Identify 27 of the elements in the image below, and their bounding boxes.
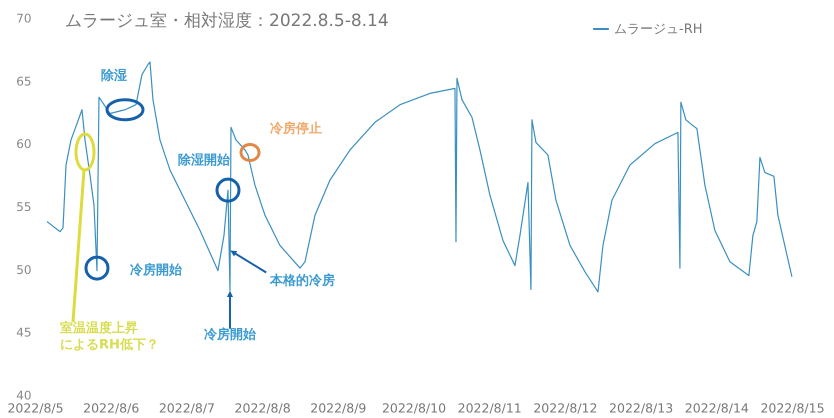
- x-tick-label: 2022/8/15: [760, 400, 825, 416]
- legend-label: ムラージュ-RH: [614, 22, 702, 37]
- x-tick-label: 2022/8/9: [310, 400, 366, 416]
- y-tick-label: 65: [16, 74, 32, 88]
- annotation: 室温温度上昇によるRH低下？: [60, 320, 159, 352]
- x-tick-label: 2022/8/11: [458, 400, 522, 416]
- x-tick-label: 2022/8/13: [609, 400, 674, 416]
- x-tick-label: 2022/8/12: [533, 400, 598, 416]
- y-tick-label: 45: [16, 326, 32, 340]
- annotation: 冷房開始: [130, 262, 183, 278]
- y-tick-label: 55: [16, 200, 32, 214]
- annotation: 冷房停止: [270, 120, 322, 136]
- y-tick-label: 40: [16, 388, 32, 402]
- annotation: 本格的冷房: [269, 272, 336, 288]
- y-tick-label: 60: [16, 137, 32, 152]
- chart-title: ムラージュ室・相対湿度：2022.8.5-8.14: [65, 11, 389, 31]
- y-tick-label: 50: [16, 262, 32, 277]
- x-tick-label: 2022/8/10: [382, 400, 446, 416]
- annotation: 冷房開始: [204, 326, 257, 343]
- annotation: 除湿: [101, 68, 127, 84]
- y-tick-label: 70: [16, 12, 32, 26]
- x-tick-label: 2022/8/6: [83, 400, 140, 416]
- x-tick-label: 2022/8/5: [7, 400, 64, 416]
- x-tick-label: 2022/8/8: [234, 400, 291, 416]
- annotation: 除湿開始: [178, 153, 231, 168]
- x-tick-label: 2022/8/7: [158, 400, 215, 416]
- x-tick-label: 2022/8/14: [684, 400, 749, 416]
